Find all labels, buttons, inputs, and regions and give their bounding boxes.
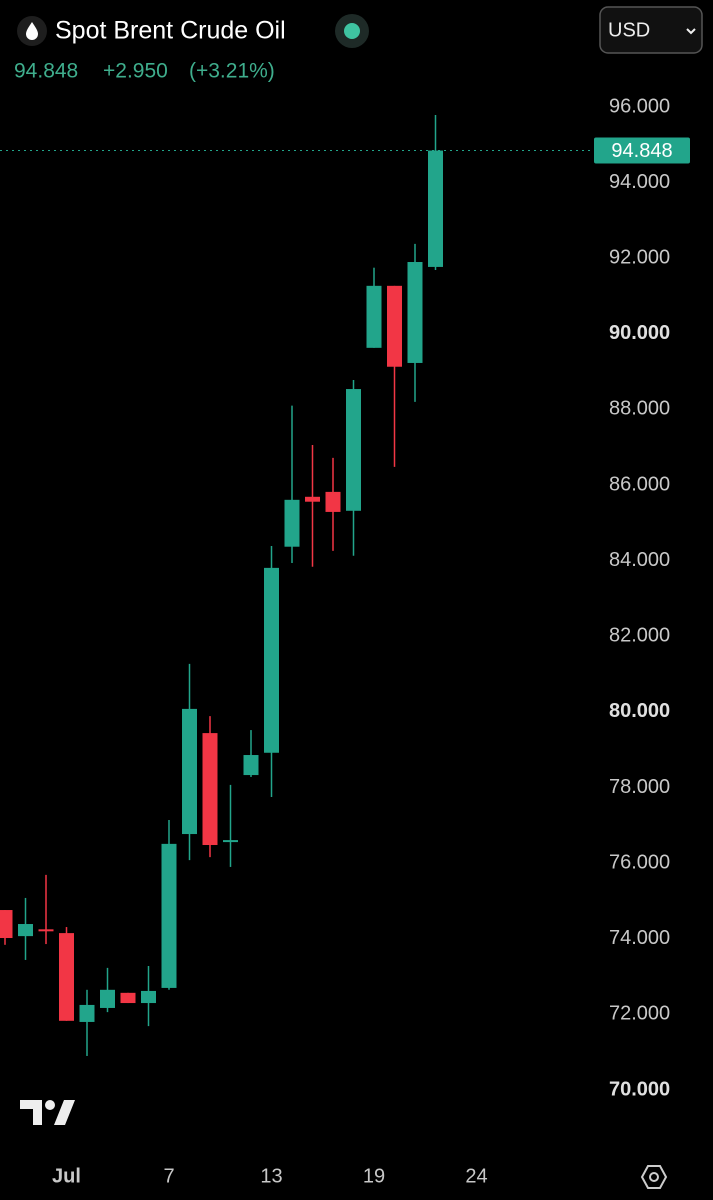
- y-tick-label: 70.000: [609, 1078, 670, 1100]
- dropdown-arrow[interactable]: [686, 28, 696, 35]
- candle-body: [59, 933, 74, 1021]
- y-tick-label: 90.000: [609, 322, 670, 344]
- y-tick-label: 92.000: [609, 247, 670, 269]
- candle-body: [243, 755, 259, 776]
- y-tick-label: 76.000: [609, 851, 670, 873]
- settings-button[interactable]: [640, 1165, 668, 1189]
- market-status-dot: [344, 23, 360, 39]
- x-tick-label: 24: [465, 1165, 487, 1187]
- y-tick-label: 94.000: [609, 171, 670, 193]
- candle-body: [305, 496, 320, 502]
- candle-body: [223, 840, 238, 843]
- currency[interactable]: USD: [608, 19, 650, 41]
- candle-body: [346, 389, 361, 511]
- x-tick-label: 19: [363, 1165, 385, 1187]
- y-tick-label: 96.000: [609, 95, 670, 117]
- x-tick-label: Jul: [52, 1165, 81, 1187]
- y-tick-label: 88.000: [609, 398, 670, 420]
- candle-body: [120, 992, 136, 1004]
- price-change: +2.950: [103, 60, 168, 83]
- candle-body: [407, 262, 423, 363]
- candle-body: [0, 910, 13, 939]
- title: Spot Brent Crude Oil: [55, 17, 286, 45]
- y-tick-label: 78.000: [609, 776, 670, 798]
- tradingview-logo: [20, 1100, 75, 1125]
- last-price-label: 94.848: [611, 140, 672, 162]
- candle-body: [387, 285, 402, 367]
- candle-body: [325, 491, 341, 512]
- candle-body: [182, 708, 197, 835]
- drop-icon: [26, 22, 38, 40]
- candle-body: [18, 924, 33, 937]
- last-price: 94.848: [14, 60, 78, 83]
- price-change-percent: (+3.21%): [189, 60, 275, 83]
- y-tick-label: 72.000: [609, 1003, 670, 1025]
- x-tick-label: 7: [163, 1165, 174, 1187]
- candle-body: [38, 929, 54, 932]
- y-tick-label: 80.000: [609, 700, 670, 722]
- y-tick-label: 86.000: [609, 473, 670, 495]
- y-tick-label: 82.000: [609, 625, 670, 647]
- candle-body: [141, 990, 156, 1004]
- candle-body: [264, 567, 279, 753]
- candle-body: [202, 733, 218, 846]
- y-tick-label: 74.000: [609, 927, 670, 949]
- candle-body: [79, 1004, 95, 1022]
- candle-body: [428, 150, 443, 267]
- candle-body: [284, 499, 300, 547]
- candle-body: [161, 843, 177, 988]
- currency-select[interactable]: [599, 6, 703, 54]
- candle-body: [366, 285, 382, 348]
- y-tick-label: 84.000: [609, 549, 670, 571]
- candle-body: [100, 989, 115, 1008]
- x-tick-label: 13: [260, 1165, 282, 1187]
- last-price-tag: [594, 137, 690, 164]
